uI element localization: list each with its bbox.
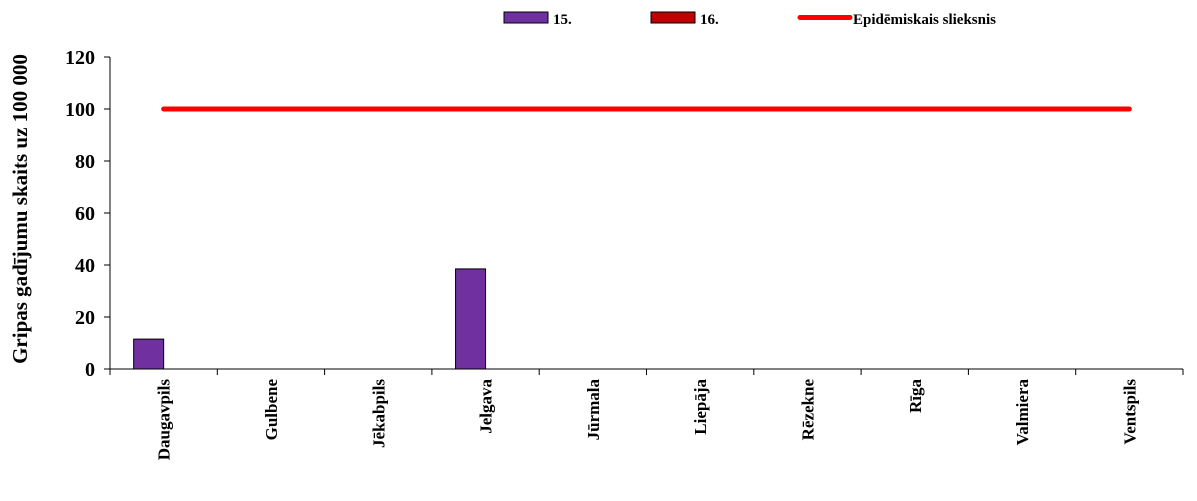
x-tick-label: Ventspils — [1120, 379, 1139, 445]
legend: 15. 16. Epidēmiskais slieksnis — [503, 11, 996, 28]
x-tick-label: Liepāja — [691, 379, 710, 435]
bars — [133, 268, 487, 370]
legend-label-series-1: 15. — [553, 12, 572, 28]
legend-swatch-series-1 — [503, 11, 549, 24]
y-axis: 0 20 40 60 80 100 120 — [65, 47, 111, 381]
x-tick-label: Rēzekne — [798, 379, 817, 441]
y-axis-title: Gripas gadījumu skaits uz 100 000 — [8, 54, 32, 364]
x-axis — [109, 368, 1184, 375]
bar-1-jelgava — [455, 268, 487, 370]
x-tick-label: Rīga — [906, 379, 925, 414]
y-tick-label: 0 — [85, 359, 95, 381]
bar-1-daugavpils — [133, 338, 165, 370]
legend-label-series-2: 16. — [700, 12, 719, 28]
legend-label-threshold: Epidēmiskais slieksnis — [853, 12, 996, 28]
x-tick-label: Daugavpils — [155, 379, 174, 461]
x-tick-label: Jēkabpils — [369, 379, 388, 448]
x-tick-label: Jūrmala — [584, 379, 603, 441]
y-tick-label: 60 — [75, 203, 95, 225]
y-tick-label: 80 — [75, 151, 95, 173]
y-tick-label: 100 — [65, 99, 95, 121]
x-tick-label: Jelgava — [477, 379, 496, 434]
y-tick-label: 40 — [75, 255, 95, 277]
x-tick-label: Gulbene — [262, 379, 281, 441]
y-tick-label: 20 — [75, 307, 95, 329]
x-tick-label: Valmiera — [1013, 379, 1032, 446]
legend-swatch-series-2 — [650, 11, 696, 24]
y-tick-label: 120 — [65, 47, 95, 69]
category-labels: Daugavpils Gulbene Jēkabpils Jelgava Jūrmala… — [155, 379, 1140, 461]
